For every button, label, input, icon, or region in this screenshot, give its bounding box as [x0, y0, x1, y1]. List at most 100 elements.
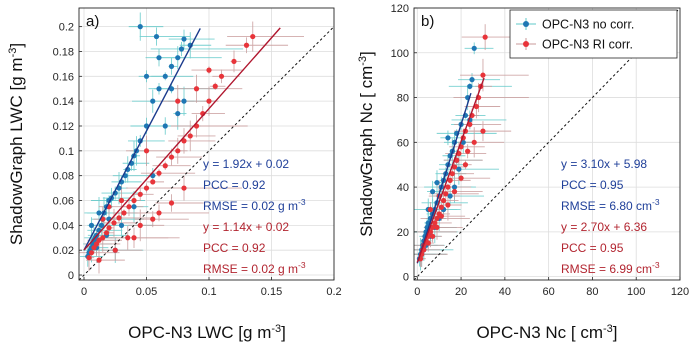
data-point: [112, 247, 118, 253]
legend-key: [516, 18, 536, 30]
y-tick-label: 0.12: [53, 121, 74, 133]
x-tick-label: 20: [455, 286, 467, 298]
data-point: [175, 55, 181, 61]
data-point: [438, 213, 444, 219]
x-tick-label: 0: [81, 286, 87, 298]
data-point: [440, 197, 447, 204]
y-tick-label: 0.18: [53, 46, 74, 58]
data-point: [175, 110, 181, 117]
legend-marker: [523, 41, 529, 47]
fit-annotation: y = 1.92x + 0.02: [203, 157, 289, 171]
x-tick-label: 0.2: [326, 286, 341, 298]
y-tick-label: 60: [397, 137, 409, 149]
plot-frame: [413, 7, 681, 281]
fit-annotations: y = 3.10x + 5.98 PCC = 0.95 RMSE = 6.80 cm…: [561, 157, 660, 276]
data-point: [88, 222, 95, 228]
data-point: [168, 86, 175, 92]
y-tick-label: 0.14: [53, 96, 74, 108]
data-point: [131, 235, 137, 241]
data-point: [231, 58, 237, 65]
x-tick-label: 120: [671, 286, 689, 298]
data-point: [434, 224, 440, 230]
legend-label: OPC-N3 RI corr.: [542, 38, 633, 52]
x-tick-label: 0.15: [261, 286, 282, 298]
data-point: [206, 67, 212, 73]
data-point: [143, 73, 150, 79]
y-tick-label: 0.08: [53, 171, 74, 183]
data-point: [462, 162, 469, 168]
data-point: [480, 72, 486, 78]
data-point: [445, 184, 451, 190]
data-point: [156, 170, 162, 176]
x-tick-label: 100: [627, 286, 645, 298]
fit-annotation: RMSE = 0.02 g m-3: [203, 197, 306, 213]
data-point: [137, 191, 143, 197]
data-point: [430, 188, 436, 195]
data-point: [96, 257, 102, 263]
data-point: [482, 34, 488, 40]
data-point: [443, 191, 449, 197]
plot-content: [414, 8, 680, 280]
y-tick-label: 40: [397, 182, 409, 194]
y-tick-label: 0.16: [53, 71, 74, 83]
panel-label: a): [86, 13, 99, 30]
data-point: [175, 98, 181, 104]
fit-annotation: PCC = 0.92: [203, 178, 266, 192]
data-point: [212, 83, 218, 89]
data-point: [88, 250, 95, 256]
data-point: [181, 185, 187, 191]
data-point: [168, 200, 175, 206]
data-point: [473, 103, 479, 110]
y-tick-label: 20: [397, 227, 409, 239]
ticks: 0 0.05 0.1 0.15 0.2 0 0.02 0.04 0.06 0.08 0.1 0.12 0…: [53, 22, 342, 298]
data-point: [430, 224, 436, 230]
data-point: [206, 98, 212, 104]
y-tick-label: 0: [403, 272, 409, 284]
data-point: [451, 188, 458, 195]
y-tick-label: 120: [391, 3, 409, 15]
data-point: [467, 121, 473, 128]
data-point: [162, 123, 168, 129]
fit-annotation: PCC = 0.92: [203, 241, 266, 255]
fit-annotation: PCC = 0.95: [561, 241, 624, 255]
data-point: [100, 235, 106, 241]
data-point: [458, 175, 464, 181]
x-tick-label: 0.05: [136, 286, 157, 298]
data-point: [465, 148, 471, 154]
data-point: [162, 73, 168, 79]
data-point: [471, 139, 477, 145]
data-point: [178, 46, 185, 52]
data-point: [121, 210, 127, 216]
data-point: [467, 83, 473, 89]
data-point: [153, 33, 160, 40]
legend-box: [509, 9, 678, 59]
fit-annotation: y = 1.14x + 0.02: [203, 220, 289, 234]
data-point: [150, 216, 156, 222]
data-point: [103, 230, 110, 236]
fit-annotation: y = 2.70x + 6.36: [561, 220, 647, 234]
data-point: [96, 210, 102, 216]
data-point: [156, 55, 162, 61]
y-axis-label: ShadowGraph Nc [ cm-3]: [357, 51, 376, 237]
fit-annotation: RMSE = 0.02 g m-3: [203, 260, 306, 276]
data-point: [451, 164, 458, 170]
data-point: [181, 138, 187, 144]
y-tick-label: 0: [68, 270, 74, 282]
data-point: [181, 98, 187, 104]
data-point: [168, 154, 175, 160]
data-point: [445, 135, 451, 141]
fit-annotation: RMSE = 6.99 cm-3: [561, 260, 660, 276]
data-point: [137, 222, 143, 228]
data-point: [181, 36, 187, 42]
data-point: [137, 24, 143, 30]
fit-annotation: y = 3.10x + 5.98: [561, 157, 647, 171]
x-axis-label: OPC-N3 LWC [g m-3]: [128, 323, 286, 342]
data-point: [449, 171, 455, 177]
data-point: [118, 197, 125, 204]
data-point: [126, 204, 132, 210]
data-point: [116, 215, 122, 221]
data-point: [447, 193, 453, 199]
x-axis-label: OPC-N3 Nc [ cm-3]: [476, 323, 617, 342]
